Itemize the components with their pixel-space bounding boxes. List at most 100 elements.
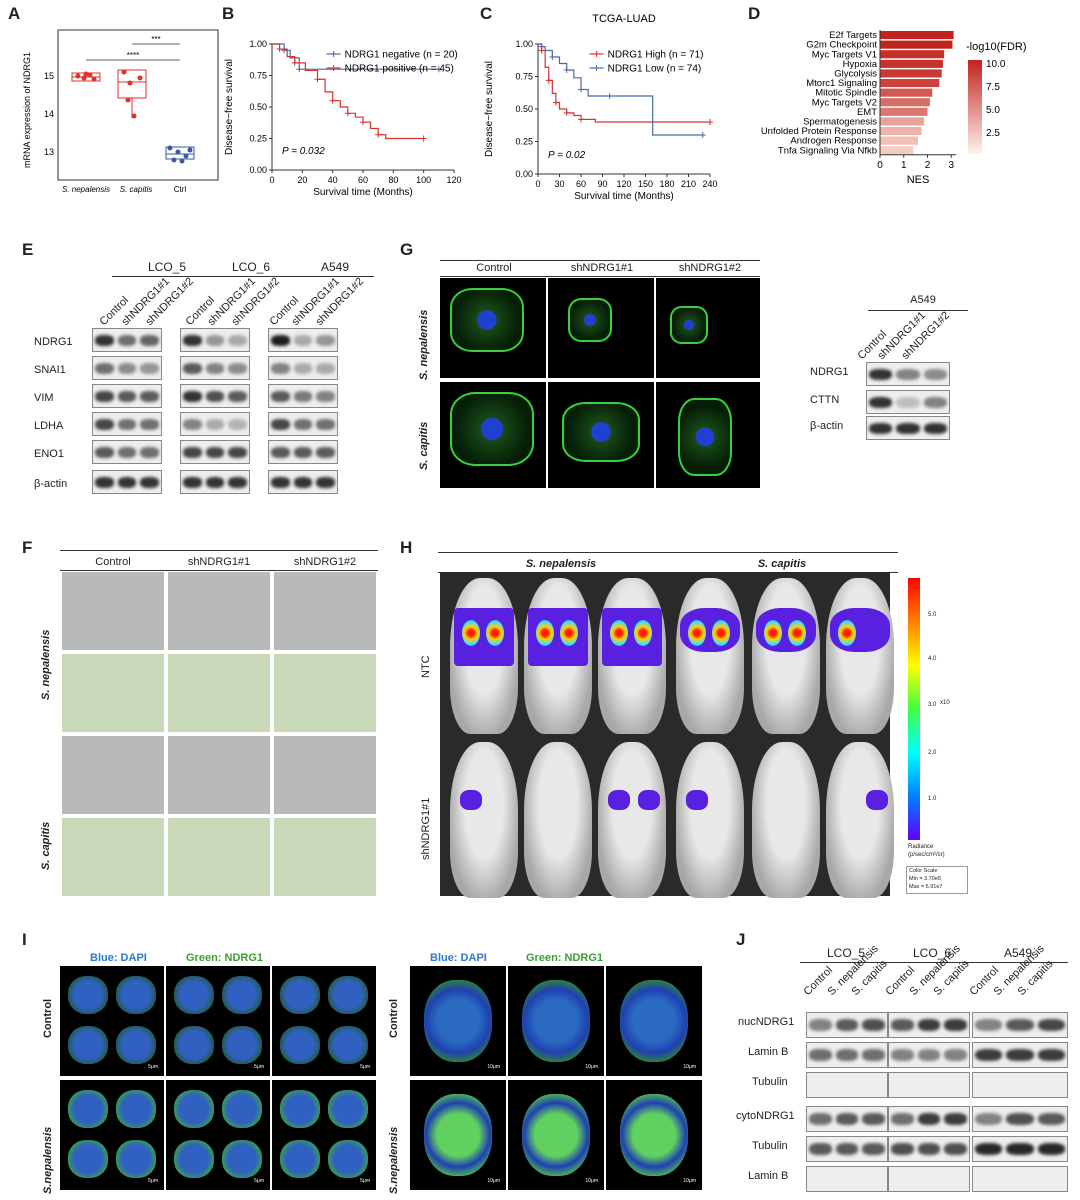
scale-bar-label: 10μm bbox=[487, 1064, 500, 1070]
mouse-image bbox=[524, 742, 592, 898]
gsea-bar bbox=[880, 107, 928, 116]
row-label: LDHA bbox=[34, 420, 64, 432]
x-tick-label: 120 bbox=[446, 175, 461, 185]
image-f-cap-control-transwell bbox=[62, 818, 164, 896]
blot-band-strip bbox=[180, 470, 250, 494]
censor-mark bbox=[699, 132, 706, 138]
y-tick: 13 bbox=[44, 147, 54, 157]
panel-label-f: F bbox=[22, 538, 33, 557]
scale-bar-label: 10μm bbox=[487, 1178, 500, 1184]
bioluminescence-hotspot bbox=[610, 620, 628, 646]
panel-label-i: I bbox=[22, 930, 27, 949]
group-label: A549 bbox=[320, 260, 350, 274]
color-scale-max: Max = 5.91e7 bbox=[909, 884, 943, 890]
blot-band-strip bbox=[268, 356, 338, 380]
column-label: Control bbox=[95, 556, 131, 568]
confocal-image: 10μm bbox=[410, 1080, 506, 1190]
mouse-image bbox=[676, 578, 744, 734]
column-label: shNDRG1#2 bbox=[678, 262, 742, 274]
gsea-bar bbox=[880, 31, 954, 40]
x-tick-label: 210 bbox=[681, 179, 696, 189]
image-f-nep-sh1-transwell bbox=[168, 654, 270, 732]
bioluminescence-hotspot bbox=[634, 620, 652, 646]
bioluminescence-hotspot bbox=[764, 620, 782, 646]
confocal-image: 5μm bbox=[60, 1080, 164, 1190]
y-tick-label: 0.25 bbox=[249, 134, 267, 144]
mouse-image bbox=[676, 742, 744, 898]
image-f-cap-sh1-transwell bbox=[168, 818, 270, 896]
column-label: shNDRG1#1 bbox=[570, 262, 634, 274]
y-tick-label: 0.00 bbox=[249, 165, 267, 175]
stain-label-blue: Blue: DAPI bbox=[430, 952, 487, 964]
bioluminescence-hotspot bbox=[788, 620, 806, 646]
gsea-term-label: Unfolded Protein Response bbox=[761, 126, 877, 137]
image-g-nep-control bbox=[440, 278, 546, 378]
blot-band-strip bbox=[180, 328, 250, 352]
scale-bar-label: 10μm bbox=[585, 1178, 598, 1184]
column-label: Control bbox=[476, 262, 512, 274]
y-tick-label: 1.00 bbox=[515, 39, 533, 49]
gsea-bar bbox=[880, 136, 918, 145]
censor-mark bbox=[420, 135, 427, 142]
censor-mark bbox=[281, 47, 288, 54]
row-label: NDRG1 bbox=[34, 336, 73, 348]
blot-band-strip bbox=[972, 1072, 1068, 1098]
panel-label-g: G bbox=[400, 240, 414, 259]
x-tick-label: 60 bbox=[576, 179, 586, 189]
panel-f: Control shNDRG1#1 shNDRG1#2 S. nepalensi… bbox=[40, 548, 380, 898]
blot-band-strip bbox=[268, 440, 338, 464]
blot-group-label: A549 bbox=[910, 294, 936, 306]
scale-bar-label: 5μm bbox=[360, 1064, 370, 1070]
blot-band-strip bbox=[888, 1166, 970, 1192]
x-tick-label: 30 bbox=[554, 179, 564, 189]
group-label: LCO_6 bbox=[231, 260, 271, 274]
blot-band-strip bbox=[92, 412, 162, 436]
y-tick: 14 bbox=[44, 109, 54, 119]
scale-bar-label: 5μm bbox=[148, 1064, 158, 1070]
scale-bar-label: 10μm bbox=[683, 1178, 696, 1184]
confocal-image: 5μm bbox=[272, 1080, 376, 1190]
row-label: S.nepalensis bbox=[42, 1126, 54, 1194]
group-label: LCO_6 bbox=[912, 946, 952, 960]
gsea-bar bbox=[880, 59, 943, 68]
blot-band-strip bbox=[180, 384, 250, 408]
y-tick-label: 0.75 bbox=[515, 72, 533, 82]
bioluminescence-hotspot bbox=[560, 620, 578, 646]
blot-band-strip bbox=[972, 1106, 1068, 1132]
p-value: P = 0.032 bbox=[282, 146, 325, 157]
colorbar-title: Radiance bbox=[908, 844, 934, 850]
survival-curve-1 bbox=[272, 43, 439, 70]
panel-a-boxplot: mRNA expression of NDRG1 15 14 13 *** **… bbox=[22, 29, 219, 194]
scale-bar-label: 5μm bbox=[360, 1178, 370, 1184]
blot-band-strip bbox=[180, 356, 250, 380]
x-tick-label: 2 bbox=[925, 160, 931, 171]
blot-band-strip bbox=[92, 384, 162, 408]
mouse-image bbox=[826, 742, 894, 898]
x-tick-label: 40 bbox=[328, 175, 338, 185]
confocal-image: 10μm bbox=[606, 1080, 702, 1190]
legend-tick: 2.5 bbox=[986, 128, 1000, 139]
censor-mark bbox=[276, 46, 283, 53]
x-tick-label: 0 bbox=[269, 175, 274, 185]
x-axis-label: Survival time (Months) bbox=[574, 191, 673, 202]
gsea-term-label: Mitotic Spindle bbox=[815, 88, 877, 99]
blot-band-strip bbox=[92, 356, 162, 380]
colorbar-tick: 3.0 bbox=[928, 702, 937, 708]
row-label: shNDRG1#1 bbox=[420, 797, 432, 860]
blot-band-strip bbox=[866, 362, 950, 386]
censor-mark bbox=[563, 67, 570, 73]
blot-band-strip bbox=[92, 440, 162, 464]
gsea-term-label: Mtorc1 Signaling bbox=[806, 78, 877, 89]
panel-e-western-blot: LCO_5 LCO_6 A549 Control shNDRG1#1 shNDR… bbox=[20, 258, 390, 498]
image-f-cap-sh1-brightfield bbox=[168, 736, 270, 814]
group-label: A549 bbox=[1003, 946, 1033, 960]
blot-band-strip bbox=[92, 328, 162, 352]
y-axis-label: mRNA expression of NDRG1 bbox=[22, 52, 32, 168]
row-label: nucNDRG1 bbox=[738, 1016, 795, 1028]
gsea-bar bbox=[880, 50, 945, 59]
legend-tick: 7.5 bbox=[986, 82, 1000, 93]
row-label: S. capitis bbox=[418, 421, 430, 470]
confocal-image: 5μm bbox=[272, 966, 376, 1076]
blot-band-strip bbox=[268, 412, 338, 436]
censor-mark bbox=[545, 77, 552, 84]
